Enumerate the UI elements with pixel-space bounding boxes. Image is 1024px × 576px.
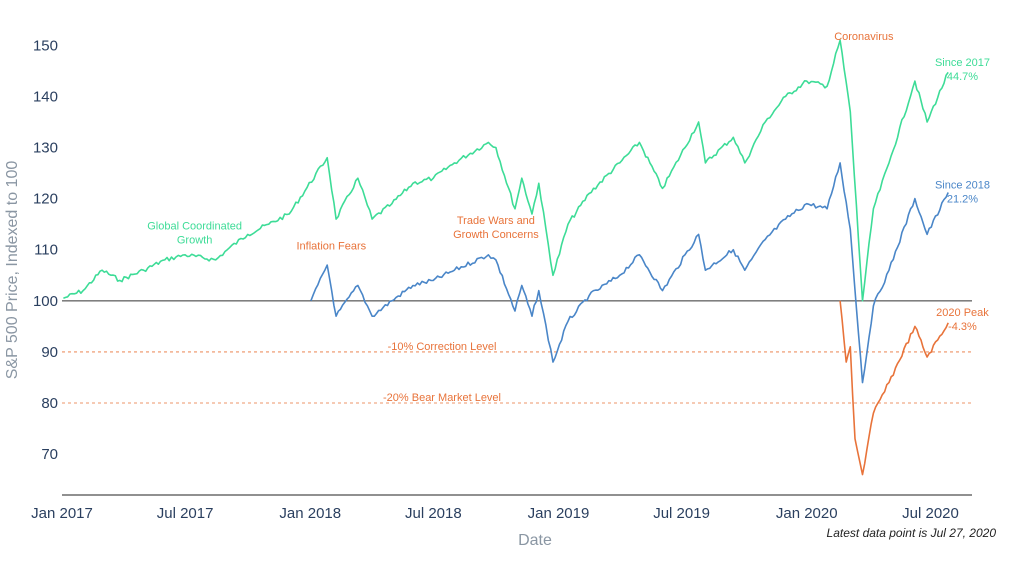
series-line [310, 162, 949, 384]
x-axis-title: Date [518, 532, 552, 549]
x-tick-label: Jul 2018 [405, 505, 462, 522]
annotation: Since 2017 44.7% [935, 57, 990, 83]
reference-lines [62, 300, 972, 404]
annotations: Global Coordinated Growth Inflation Fears T… [147, 31, 990, 333]
latest-data-note: Latest data point is Jul 27, 2020 [827, 526, 997, 540]
annotation: 2020 Peak -4.3% [936, 307, 989, 333]
y-tick-label: 100 [33, 293, 58, 310]
y-tick-label: 80 [41, 395, 58, 412]
y-tick-label: 90 [41, 344, 58, 361]
x-tick-label: Jan 2020 [776, 505, 838, 522]
x-tick-label: Jul 2020 [902, 505, 959, 522]
series-line [63, 39, 949, 302]
x-tick-label: Jul 2019 [653, 505, 710, 522]
y-tick-label: 110 [34, 242, 58, 259]
series-line [839, 300, 949, 476]
annotation: Coronavirus [834, 31, 894, 43]
y-tick-label: 130 [33, 140, 58, 157]
reference-labels: -10% Correction Level -20% Bear Market Le… [383, 341, 501, 404]
x-axis-ticks: Jan 2017 Jul 2017 Jan 2018 Jul 2018 Jan 2019… [31, 505, 959, 522]
annotation: Inflation Fears [296, 241, 366, 253]
annotation: Global Coordinated Growth [147, 220, 242, 246]
reference-line-label: -10% Correction Level [388, 341, 497, 353]
y-tick-label: 120 [33, 191, 58, 208]
annotation: Since 2018 21.2% [935, 179, 990, 205]
y-tick-label: 70 [41, 446, 58, 463]
y-axis-ticks: 70 80 90 100 110 120 130 140 150 [33, 37, 58, 463]
reference-line-label: -20% Bear Market Level [383, 392, 501, 404]
x-tick-label: Jan 2017 [31, 505, 93, 522]
x-tick-label: Jul 2017 [157, 505, 214, 522]
annotation: Trade Wars and Growth Concerns [453, 215, 539, 241]
x-tick-label: Jan 2018 [279, 505, 341, 522]
y-tick-label: 150 [33, 37, 58, 54]
y-axis-title: S&P 500 Price, Indexed to 100 [4, 161, 21, 380]
x-tick-label: Jan 2019 [528, 505, 590, 522]
series-lines [63, 39, 949, 476]
y-tick-label: 140 [33, 88, 58, 105]
